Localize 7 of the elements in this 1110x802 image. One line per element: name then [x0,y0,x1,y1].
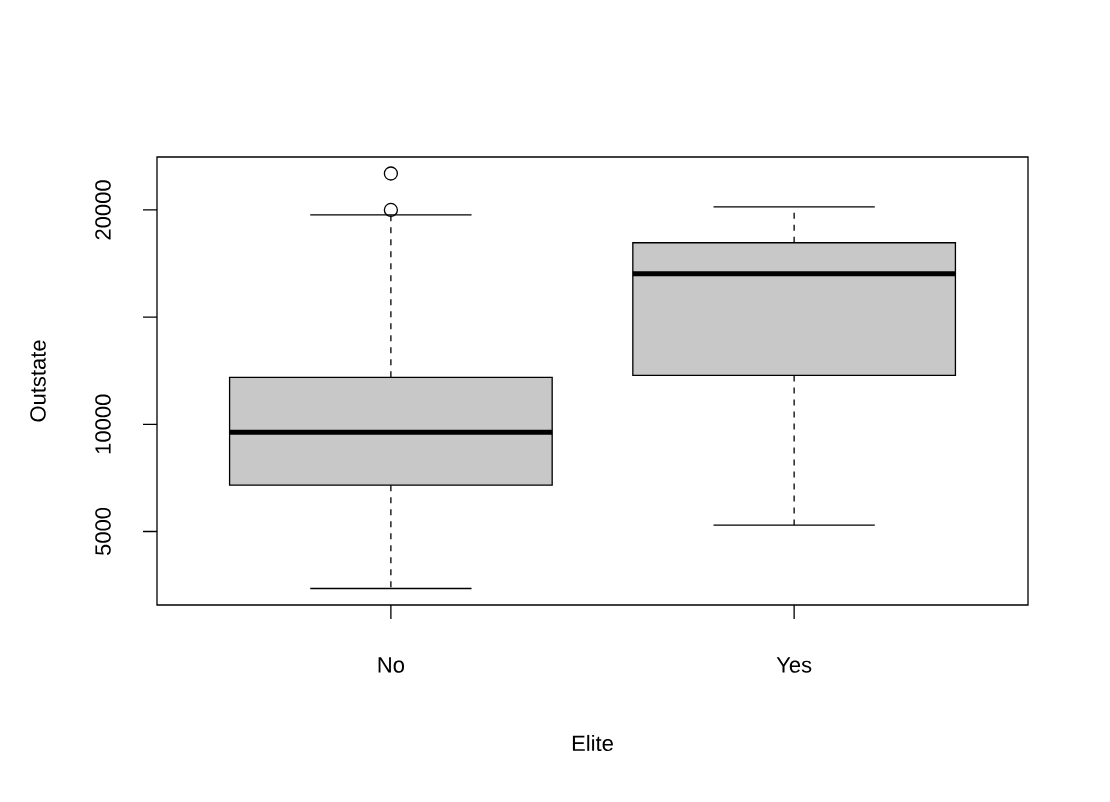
x-tick-label: No [378,657,405,673]
y-tick-label: 5000 [95,507,111,556]
x-tick-label: Yes [776,657,812,673]
y-tick-label: 20000 [95,180,111,240]
y-tick-label: 10000 [95,394,111,454]
x-axis-title: Elite [572,734,613,752]
y-axis-title: Outstate [30,340,46,422]
